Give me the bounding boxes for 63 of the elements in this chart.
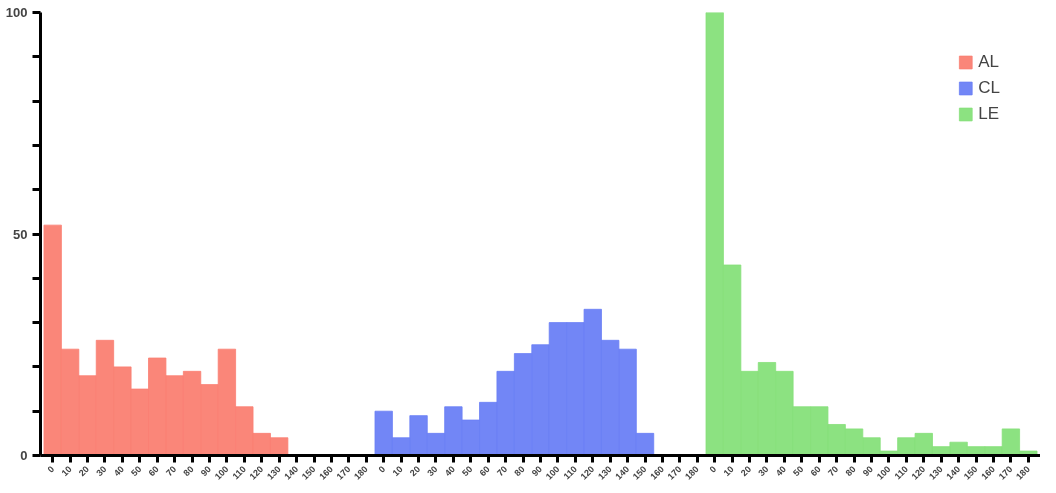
x-tick-label: 60 [808, 463, 823, 479]
x-tick-label: 140 [613, 463, 632, 482]
x-tick-label: 50 [460, 463, 475, 479]
x-tick-label: 180 [352, 463, 370, 482]
x-tick-label: 0 [45, 463, 57, 475]
x-tick-label: 30 [756, 463, 771, 479]
x-tick-label: 120 [578, 463, 597, 482]
x-tick-label: 70 [495, 463, 510, 479]
x-tick-label: 20 [407, 463, 423, 479]
x-tick-label: 80 [512, 463, 527, 479]
x-tick-label: 170 [996, 463, 1015, 482]
x-tick-label: 160 [979, 463, 998, 482]
legend-label: CL [978, 78, 1000, 98]
x-tick-label: 0 [376, 463, 388, 475]
x-tick-label: 30 [425, 463, 440, 479]
x-tick-label: 50 [129, 463, 144, 479]
x-tick-label: 40 [442, 463, 457, 479]
x-tick-label: 70 [826, 463, 841, 479]
x-tick-label: 130 [596, 463, 614, 482]
x-tick-label: 90 [529, 463, 545, 479]
x-tick-label: 110 [230, 463, 248, 482]
x-tick-label: 160 [317, 463, 335, 482]
x-tick-label: 60 [146, 463, 161, 479]
x-tick-label: 10 [390, 463, 405, 479]
x-tick-label: 10 [59, 463, 74, 479]
x-tick-label: 70 [164, 463, 179, 479]
x-tick-label: 40 [111, 463, 126, 479]
x-tick-label: 90 [860, 463, 876, 479]
x-tick-label: 100 [543, 463, 562, 482]
x-tick-label: 100 [212, 463, 231, 482]
x-tick-label: 140 [944, 463, 963, 482]
x-tick-label: 130 [265, 463, 283, 482]
x-tick-label: 150 [961, 463, 980, 482]
y-tick-label: 50 [13, 226, 28, 242]
x-tick-label: 130 [927, 463, 945, 482]
x-tick-label: 20 [738, 463, 754, 479]
legend-label: LE [978, 104, 1000, 124]
x-tick-label: 90 [198, 463, 214, 479]
x-tick-label: 120 [247, 463, 266, 482]
x-tick-label: 30 [94, 463, 109, 479]
y-tick-label: 0 [20, 448, 28, 463]
x-tick-label: 110 [892, 463, 910, 482]
x-tick-label: 180 [683, 463, 701, 482]
x-tick-label: 80 [843, 463, 858, 479]
x-tick-label: 170 [334, 463, 353, 482]
x-tick-label: 160 [648, 463, 666, 482]
x-tick-label: 170 [665, 463, 684, 482]
x-tick-label: 150 [299, 463, 318, 482]
x-tick-label: 80 [181, 463, 196, 479]
legend-label: AL [978, 52, 1000, 72]
x-tick-label: 120 [909, 463, 928, 482]
x-tick-label: 50 [791, 463, 806, 479]
x-tick-label: 110 [561, 463, 579, 482]
x-tick-label: 140 [282, 463, 301, 482]
x-tick-label: 20 [76, 463, 92, 479]
x-tick-label: 180 [1014, 463, 1032, 482]
y-tick-label: 100 [5, 5, 28, 20]
x-tick-label: 40 [773, 463, 788, 479]
x-tick-label: 0 [707, 463, 719, 475]
x-tick-label: 60 [477, 463, 492, 479]
x-tick-label: 100 [874, 463, 893, 482]
x-tick-label: 150 [630, 463, 649, 482]
x-tick-label: 10 [721, 463, 736, 479]
